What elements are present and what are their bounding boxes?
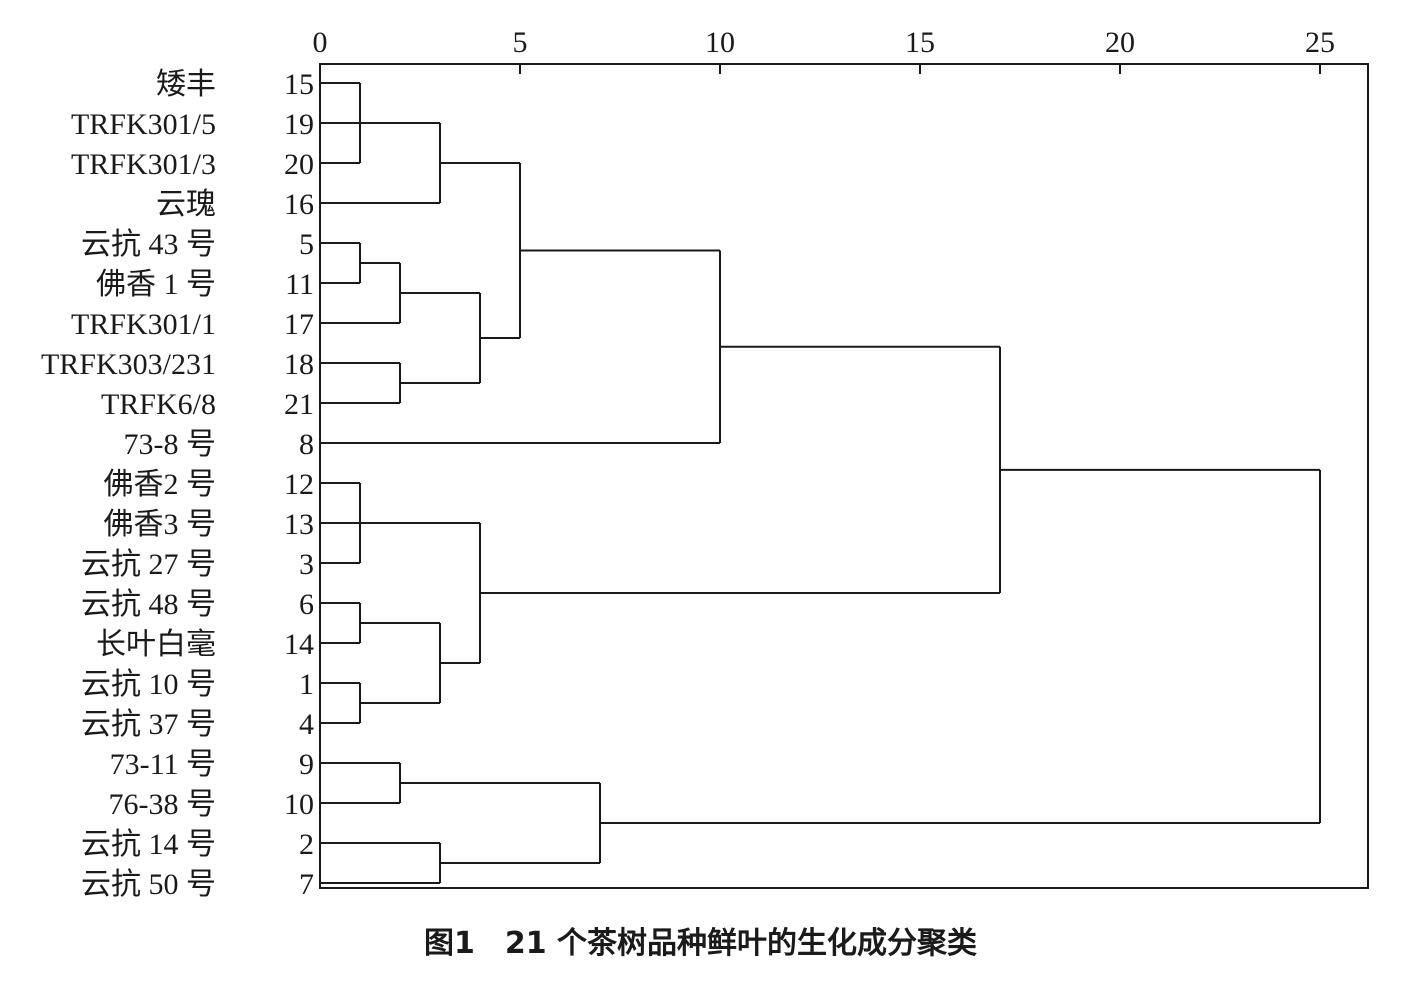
leaf-id-label: 1 bbox=[299, 668, 314, 701]
leaf-id-label: 4 bbox=[299, 708, 314, 741]
leaf-id-label: 14 bbox=[284, 628, 314, 661]
x-tick-label: 5 bbox=[513, 26, 528, 59]
figure-caption: 图1 21 个茶树品种鲜叶的生化成分聚类 bbox=[423, 926, 978, 961]
leaf-id-label: 3 bbox=[299, 548, 314, 581]
leaf-name-label: 云抗 48 号 bbox=[81, 588, 216, 621]
leaf-name-label: TRFK301/3 bbox=[71, 148, 216, 181]
leaf-id-label: 21 bbox=[284, 388, 314, 421]
leaf-name-label: 73-11 号 bbox=[110, 748, 216, 781]
leaf-name-label: 云抗 10 号 bbox=[81, 668, 216, 701]
leaf-id-label: 10 bbox=[284, 788, 314, 821]
x-tick-label: 20 bbox=[1105, 26, 1135, 59]
leaf-name-label: TRFK301/1 bbox=[71, 308, 216, 341]
leaf-name-label: 佛香2 号 bbox=[104, 468, 217, 501]
leaf-id-label: 18 bbox=[284, 348, 314, 381]
x-tick-label: 25 bbox=[1305, 26, 1335, 59]
x-tick-label: 0 bbox=[313, 26, 328, 59]
leaf-id-label: 6 bbox=[299, 588, 314, 621]
leaf-name-label: 云抗 14 号 bbox=[81, 828, 216, 861]
x-axis-ticks bbox=[319, 64, 1321, 74]
x-axis-tick-labels: 0 5 10 15 20 25 bbox=[313, 26, 1336, 59]
leaf-id-label: 11 bbox=[285, 268, 314, 301]
leaf-id-label: 15 bbox=[284, 68, 314, 101]
leaf-id-label: 2 bbox=[299, 828, 314, 861]
leaf-name-label: TRFK6/8 bbox=[101, 388, 216, 421]
leaf-name-label: 云瑰 bbox=[156, 188, 216, 221]
dendrogram-links bbox=[320, 82, 1321, 884]
leaf-name-label: TRFK303/231 bbox=[41, 348, 216, 381]
x-tick-label: 10 bbox=[705, 26, 735, 59]
leaf-name-label: 云抗 37 号 bbox=[81, 708, 216, 741]
x-tick-label: 15 bbox=[905, 26, 935, 59]
plot-frame bbox=[319, 63, 1369, 889]
leaf-name-label: 73-8 号 bbox=[124, 428, 217, 461]
leaf-name-label: 长叶白毫 bbox=[96, 628, 216, 661]
leaf-name-label: 矮丰 bbox=[156, 68, 216, 101]
leaf-id-label: 20 bbox=[284, 148, 314, 181]
leaf-id-label: 13 bbox=[284, 508, 314, 541]
leaf-id-label: 12 bbox=[284, 468, 314, 501]
leaf-id-label: 7 bbox=[299, 868, 314, 901]
leaf-name-label: 云抗 27 号 bbox=[81, 548, 216, 581]
leaf-name-label: 佛香 1 号 bbox=[96, 268, 216, 301]
leaf-id-label: 17 bbox=[284, 308, 314, 341]
leaf-id-label: 5 bbox=[299, 228, 314, 261]
leaf-id-label: 8 bbox=[299, 428, 314, 461]
leaf-name-label: TRFK301/5 bbox=[71, 108, 216, 141]
leaf-id-label: 16 bbox=[284, 188, 314, 221]
leaf-name-label: 云抗 50 号 bbox=[81, 868, 216, 901]
leaf-name-label: 佛香3 号 bbox=[104, 508, 217, 541]
leaf-name-label: 云抗 43 号 bbox=[81, 228, 216, 261]
leaf-id-label: 19 bbox=[284, 108, 314, 141]
leaf-id-label: 9 bbox=[299, 748, 314, 781]
leaf-name-label: 76-38 号 bbox=[109, 788, 217, 821]
